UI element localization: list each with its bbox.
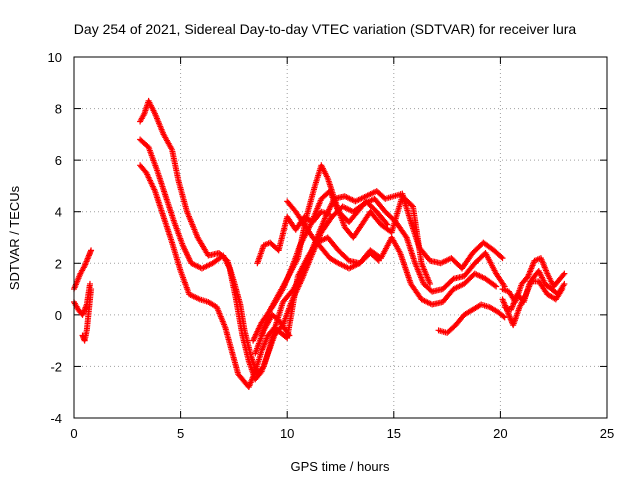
axis-ticks: 0 5 10 15 20 25 -4 -2 0 2 4 6 8 10 [48, 50, 615, 441]
data-point [498, 254, 505, 261]
chart-title: Day 254 of 2021, Sidereal Day-to-day VTE… [74, 21, 577, 37]
x-tick-label: 25 [600, 426, 614, 441]
y-tick-label: -2 [50, 359, 62, 374]
y-tick-label: 10 [48, 50, 62, 65]
y-tick-label: 4 [55, 205, 62, 220]
y-tick-label: 2 [55, 256, 62, 271]
data-point [326, 211, 333, 218]
data-point [86, 280, 93, 287]
data-point [499, 255, 506, 262]
x-tick-label: 5 [177, 426, 184, 441]
data-point [560, 271, 567, 278]
data-point [384, 221, 391, 228]
data-point [561, 280, 568, 287]
data-point [375, 257, 382, 264]
data-point [427, 280, 434, 287]
x-tick-label: 20 [493, 426, 507, 441]
data-point [88, 286, 95, 293]
data-point [559, 286, 566, 293]
data-point [561, 270, 568, 277]
data-point [286, 332, 293, 339]
data-point [88, 247, 95, 254]
y-axis-label: SDTVAR / TECUs [7, 185, 22, 290]
data-points [71, 97, 568, 391]
x-axis-label: GPS time / hours [291, 459, 390, 474]
data-point [501, 314, 508, 321]
data-point [500, 313, 507, 320]
data-point [374, 256, 381, 263]
x-tick-label: 10 [280, 426, 294, 441]
data-point [491, 282, 498, 289]
x-tick-label: 0 [70, 426, 77, 441]
data-point [383, 220, 390, 227]
data-point [493, 283, 500, 290]
y-tick-label: 8 [55, 102, 62, 117]
y-tick-label: 6 [55, 153, 62, 168]
plot-frame [73, 56, 608, 419]
y-tick-label: 0 [55, 308, 62, 323]
y-tick-label: -4 [50, 411, 62, 426]
x-tick-label: 15 [387, 426, 401, 441]
